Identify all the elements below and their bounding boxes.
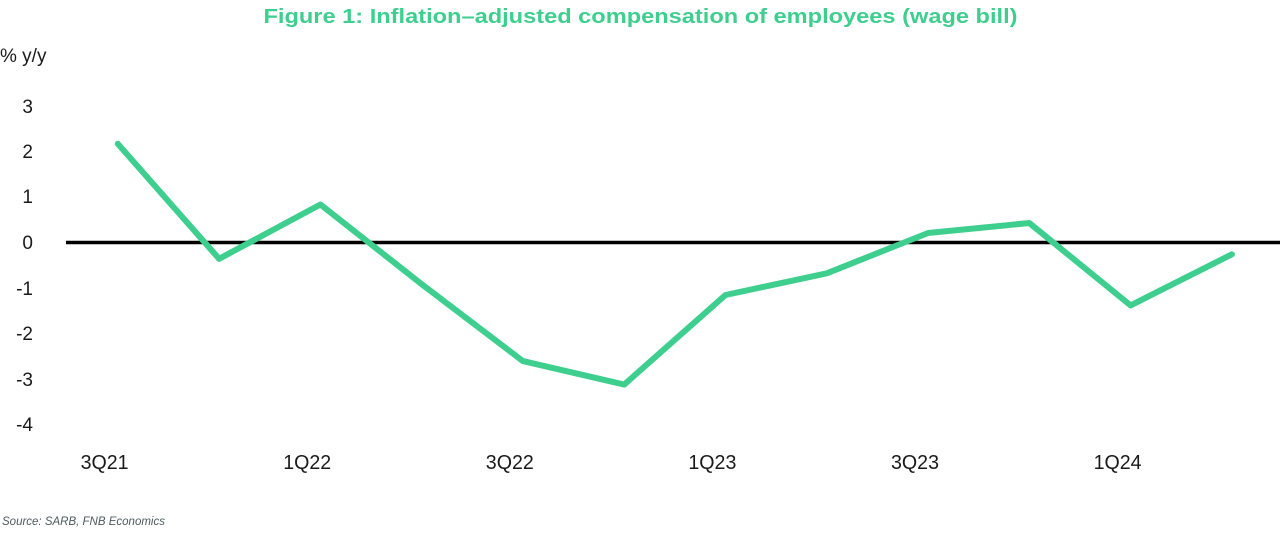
svg-text:1: 1 — [22, 187, 33, 208]
svg-text:-2: -2 — [16, 324, 33, 345]
svg-text:1Q22: 1Q22 — [283, 452, 331, 474]
svg-text:% y/y: % y/y — [0, 46, 47, 67]
svg-text:1Q23: 1Q23 — [688, 452, 736, 474]
svg-text:3Q23: 3Q23 — [891, 452, 939, 474]
svg-text:3Q21: 3Q21 — [81, 452, 129, 474]
svg-text:0: 0 — [22, 233, 33, 254]
svg-text:-1: -1 — [16, 279, 33, 300]
svg-text:-3: -3 — [16, 370, 33, 391]
svg-text:3: 3 — [22, 97, 33, 118]
svg-text:1Q24: 1Q24 — [1094, 452, 1142, 474]
svg-text:-4: -4 — [16, 415, 33, 436]
svg-text:2: 2 — [22, 142, 33, 163]
svg-text:3Q22: 3Q22 — [486, 452, 534, 474]
